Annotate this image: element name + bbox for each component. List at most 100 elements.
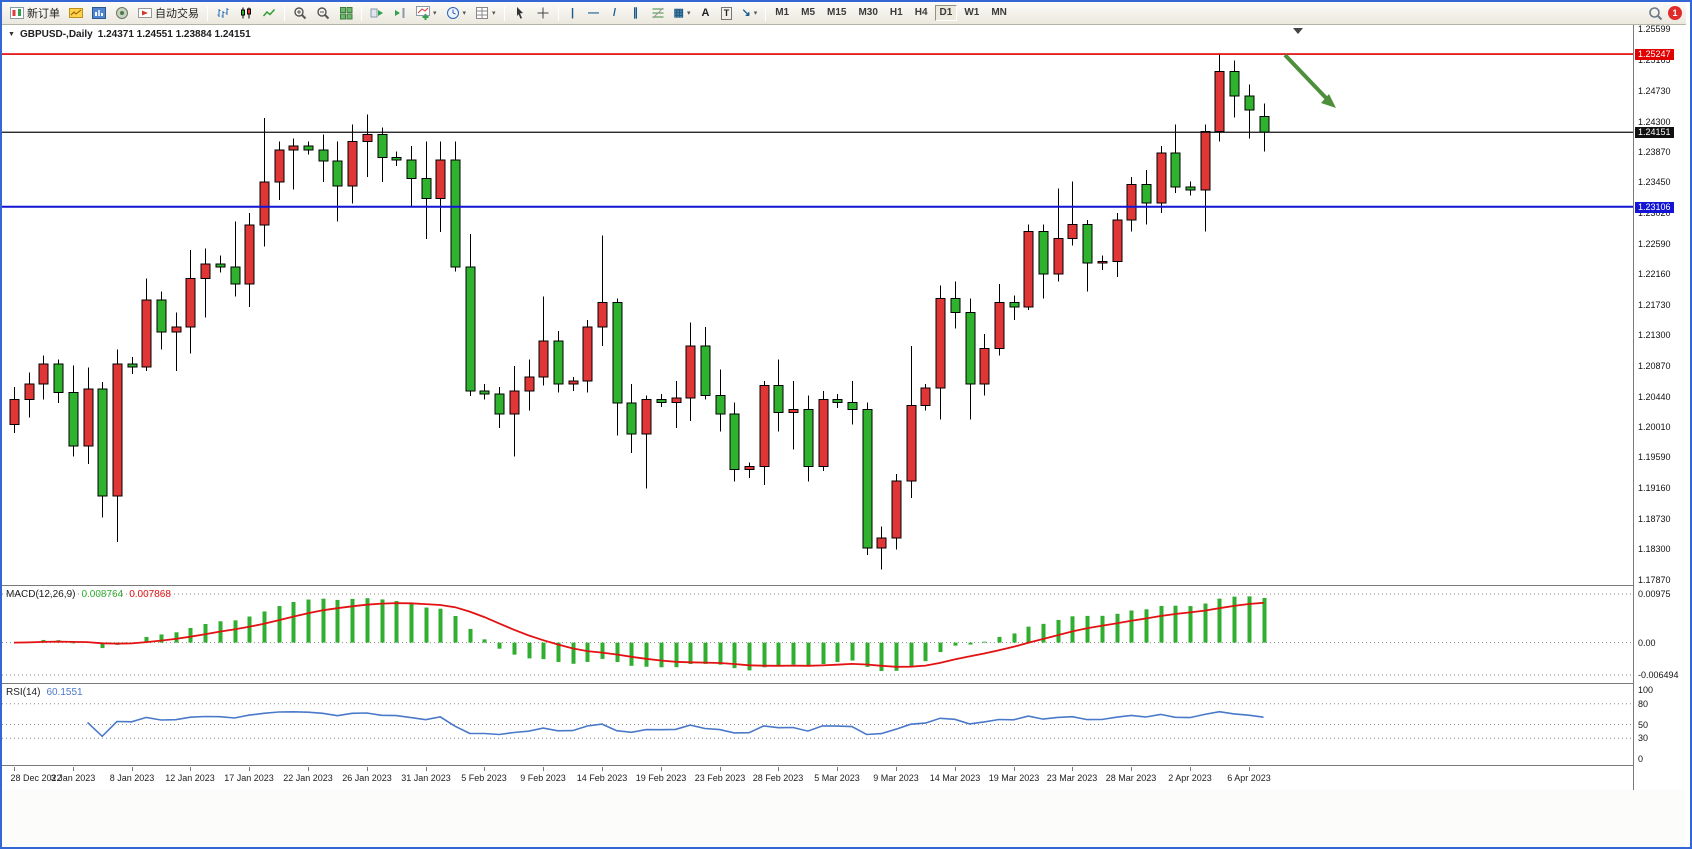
axis-label: 30 (1638, 733, 1649, 744)
macd-panel[interactable]: MACD(12,26,9) 0.008764 0.007868 (2, 586, 1633, 683)
one-click-menu-icon[interactable]: ▼ (8, 31, 15, 38)
date-label: 26 Jan 2023 (342, 773, 392, 783)
toolbar-separator (503, 5, 505, 21)
toolbar-separator (284, 5, 285, 21)
candlestick-chart-button[interactable] (235, 4, 257, 23)
horizontal-line-button[interactable]: — (584, 4, 604, 23)
crosshair-button[interactable] (532, 4, 554, 23)
date-tick (484, 767, 485, 771)
auto-trading-icon (138, 8, 152, 18)
axis-label: 1.20870 (1638, 361, 1671, 372)
timeframe-h1[interactable]: H1 (889, 7, 903, 18)
date-label: 14 Feb 2023 (576, 773, 628, 783)
axis-label: -0.006494 (1638, 670, 1679, 680)
date-label: 6 Apr 2023 (1227, 773, 1271, 783)
date-tick (955, 767, 956, 771)
new-order-icon (10, 7, 24, 19)
auto-trading-button[interactable]: 自动交易 (134, 4, 203, 23)
tile-windows-button[interactable] (335, 4, 357, 23)
cursor-button[interactable] (509, 4, 531, 23)
auto-scroll-button[interactable] (366, 4, 388, 23)
date-tick (190, 767, 191, 771)
caret-down-icon: ▾ (686, 10, 691, 17)
ohlc-values: 1.24371 1.24551 1.23884 1.24151 (97, 29, 251, 40)
indicators-button[interactable]: ▾ (412, 4, 441, 23)
macd-main-value: 0.008764 (81, 589, 124, 600)
axis-label: 1.21300 (1638, 330, 1671, 341)
bar-chart-button[interactable] (212, 4, 234, 23)
vertical-line-icon: | (571, 6, 575, 19)
navigator-button[interactable] (111, 4, 133, 23)
timeframe-m5[interactable]: M5 (801, 7, 816, 18)
text-label-button[interactable]: T (716, 4, 736, 23)
vertical-line-button[interactable]: | (563, 4, 583, 23)
rsi-panel[interactable]: RSI(14) 60.1551 (2, 684, 1633, 765)
arrows-button[interactable]: ↘ ▾ (737, 4, 761, 23)
toolbar: 新订单 自动交易 (2, 2, 1686, 25)
trendline-button[interactable]: / (605, 4, 625, 23)
auto-trading-label: 自动交易 (155, 8, 199, 20)
price-axis[interactable]: 1.255991.251651.247301.243001.238701.234… (1634, 24, 1690, 790)
timeframe-w1[interactable]: W1 (964, 7, 980, 18)
panel-separator[interactable] (2, 585, 1690, 586)
panel-separator (2, 765, 1690, 766)
date-label: 17 Jan 2023 (224, 773, 274, 783)
date-tick (1072, 767, 1073, 771)
search-button[interactable] (1644, 4, 1667, 23)
chart-shift-marker[interactable] (1293, 28, 1303, 34)
channel-button[interactable]: ∥ (626, 4, 646, 23)
period-button[interactable]: ▾ (442, 4, 471, 23)
timeframe-mn[interactable]: MN (991, 7, 1007, 18)
market-watch-button[interactable] (88, 4, 110, 23)
timeframe-m30[interactable]: M30 (858, 7, 878, 18)
rsi-label: RSI(14) 60.1551 (6, 687, 83, 698)
notification-badge[interactable]: 1 (1668, 6, 1682, 20)
axis-label: 50 (1638, 719, 1649, 730)
date-label: 31 Jan 2023 (401, 773, 451, 783)
axis-label: 1.23020 (1638, 207, 1671, 218)
price-tag-bid: 1.24151 (1635, 127, 1674, 139)
date-tick (602, 767, 603, 771)
axis-label: 1.24300 (1638, 116, 1671, 127)
line-chart-button[interactable] (258, 4, 280, 23)
axis-label: 1.18730 (1638, 513, 1671, 524)
caret-down-icon: ▾ (433, 10, 437, 17)
price-chart-area[interactable]: ▼ GBPUSD-,Daily 1.24371 1.24551 1.23884 … (2, 25, 1633, 585)
date-tick (367, 767, 368, 771)
new-chart-button[interactable] (65, 4, 87, 23)
timeframe-m15[interactable]: M15 (827, 7, 847, 18)
panel-separator[interactable] (2, 683, 1690, 684)
date-label: 22 Jan 2023 (283, 773, 333, 783)
text-button[interactable]: A (695, 4, 715, 23)
candlestick-chart-icon (241, 7, 251, 19)
zoom-in-button[interactable] (289, 4, 311, 23)
tile-windows-icon (340, 7, 353, 20)
date-tick (1131, 767, 1132, 771)
symbol-period-label: GBPUSD-,Daily (19, 29, 93, 40)
fibonacci-button[interactable] (647, 4, 669, 23)
zoom-out-button[interactable] (312, 4, 334, 23)
date-tick (132, 767, 133, 771)
new-chart-icon (69, 8, 83, 18)
zoom-out-icon (317, 7, 330, 20)
timeframe-d1[interactable]: D1 (934, 5, 958, 21)
trend-arrow[interactable] (1283, 53, 1336, 108)
axis-label: 1.23870 (1638, 147, 1671, 158)
timeframe-h4[interactable]: H4 (914, 7, 928, 18)
templates-button[interactable]: ▾ (471, 4, 500, 23)
axis-label: 80 (1638, 698, 1649, 709)
chart-shift-button[interactable] (389, 4, 411, 23)
timeframe-m1[interactable]: M1 (775, 7, 790, 18)
caret-down-icon: ▾ (492, 10, 496, 17)
date-axis[interactable]: 28 Dec 2022 3 Jan 2023 8 Jan 2023 12 Jan 20… (2, 766, 1633, 790)
date-label: 5 Feb 2023 (461, 773, 507, 783)
date-label: 12 Jan 2023 (165, 773, 215, 783)
channel-icon: ∥ (632, 6, 639, 19)
axis-label: 100 (1638, 685, 1654, 695)
navigator-icon (116, 7, 128, 19)
templates-icon (476, 7, 489, 19)
bar-chart-icon (217, 8, 229, 18)
new-order-button[interactable]: 新订单 (6, 4, 64, 23)
axis-label: 1.24730 (1638, 85, 1671, 96)
shapes-button[interactable]: ▦ ▾ (670, 4, 695, 23)
